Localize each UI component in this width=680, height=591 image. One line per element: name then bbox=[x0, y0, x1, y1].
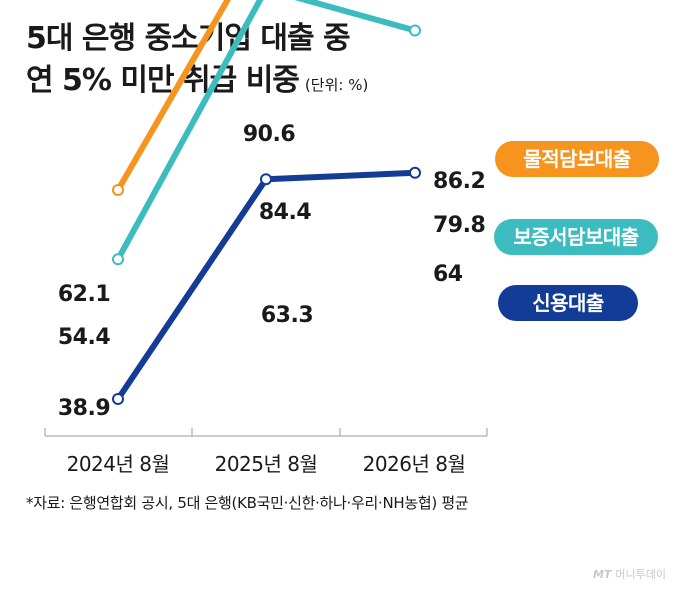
data-point bbox=[409, 166, 421, 179]
data-point bbox=[112, 253, 124, 266]
legend-swatch-2 bbox=[498, 285, 638, 321]
series-line-0 bbox=[115, 0, 231, 193]
title-line-2-text: 연 5% 미만 취급 비중 bbox=[26, 63, 300, 98]
data-label: 54.4 bbox=[58, 325, 110, 350]
legend-label-2: 신용대출 bbox=[532, 291, 604, 315]
legend-swatch-1 bbox=[494, 219, 658, 255]
data-point bbox=[112, 393, 124, 405]
logo-mark: MT bbox=[592, 568, 612, 581]
legend-label-1: 보증서담보대출 bbox=[513, 225, 638, 249]
data-label: 79.8 bbox=[433, 213, 485, 238]
title-line-1: 5대 은행 중소기업 대출 중 bbox=[26, 21, 351, 56]
data-point bbox=[260, 173, 272, 186]
x-tick-label: 2024년 8월 bbox=[67, 452, 170, 476]
x-tick-label: 2025년 8월 bbox=[215, 452, 318, 476]
publisher-logo: MT 머니투데이 bbox=[593, 566, 666, 582]
source-footnote: *자료: 은행연합회 공시, 5대 은행(KB국민·신한·하나·우리·NH농협)… bbox=[26, 494, 469, 512]
data-label: 38.9 bbox=[58, 396, 110, 421]
legend-swatch-0 bbox=[495, 141, 659, 177]
legend-label-0: 물적담보대출 bbox=[523, 147, 630, 171]
data-label: 86.2 bbox=[433, 169, 485, 194]
data-label: 64 bbox=[433, 262, 463, 287]
series-line-1 bbox=[115, 0, 418, 263]
logo-name: 머니투데이 bbox=[615, 568, 666, 581]
data-label: 84.4 bbox=[259, 200, 311, 225]
data-point bbox=[112, 184, 124, 196]
title-line-2: 연 5% 미만 취급 비중 (단위: %) bbox=[26, 60, 368, 106]
data-point bbox=[409, 24, 421, 37]
chart-title: 5대 은행 중소기업 대출 중 연 5% 미만 취급 비중 (단위: %) bbox=[26, 18, 368, 106]
unit-label: (단위: %) bbox=[304, 76, 369, 94]
data-label: 62.1 bbox=[58, 282, 110, 307]
data-label: 63.3 bbox=[261, 303, 313, 328]
data-label: 90.6 bbox=[243, 122, 295, 147]
x-tick-label: 2026년 8월 bbox=[363, 452, 466, 476]
